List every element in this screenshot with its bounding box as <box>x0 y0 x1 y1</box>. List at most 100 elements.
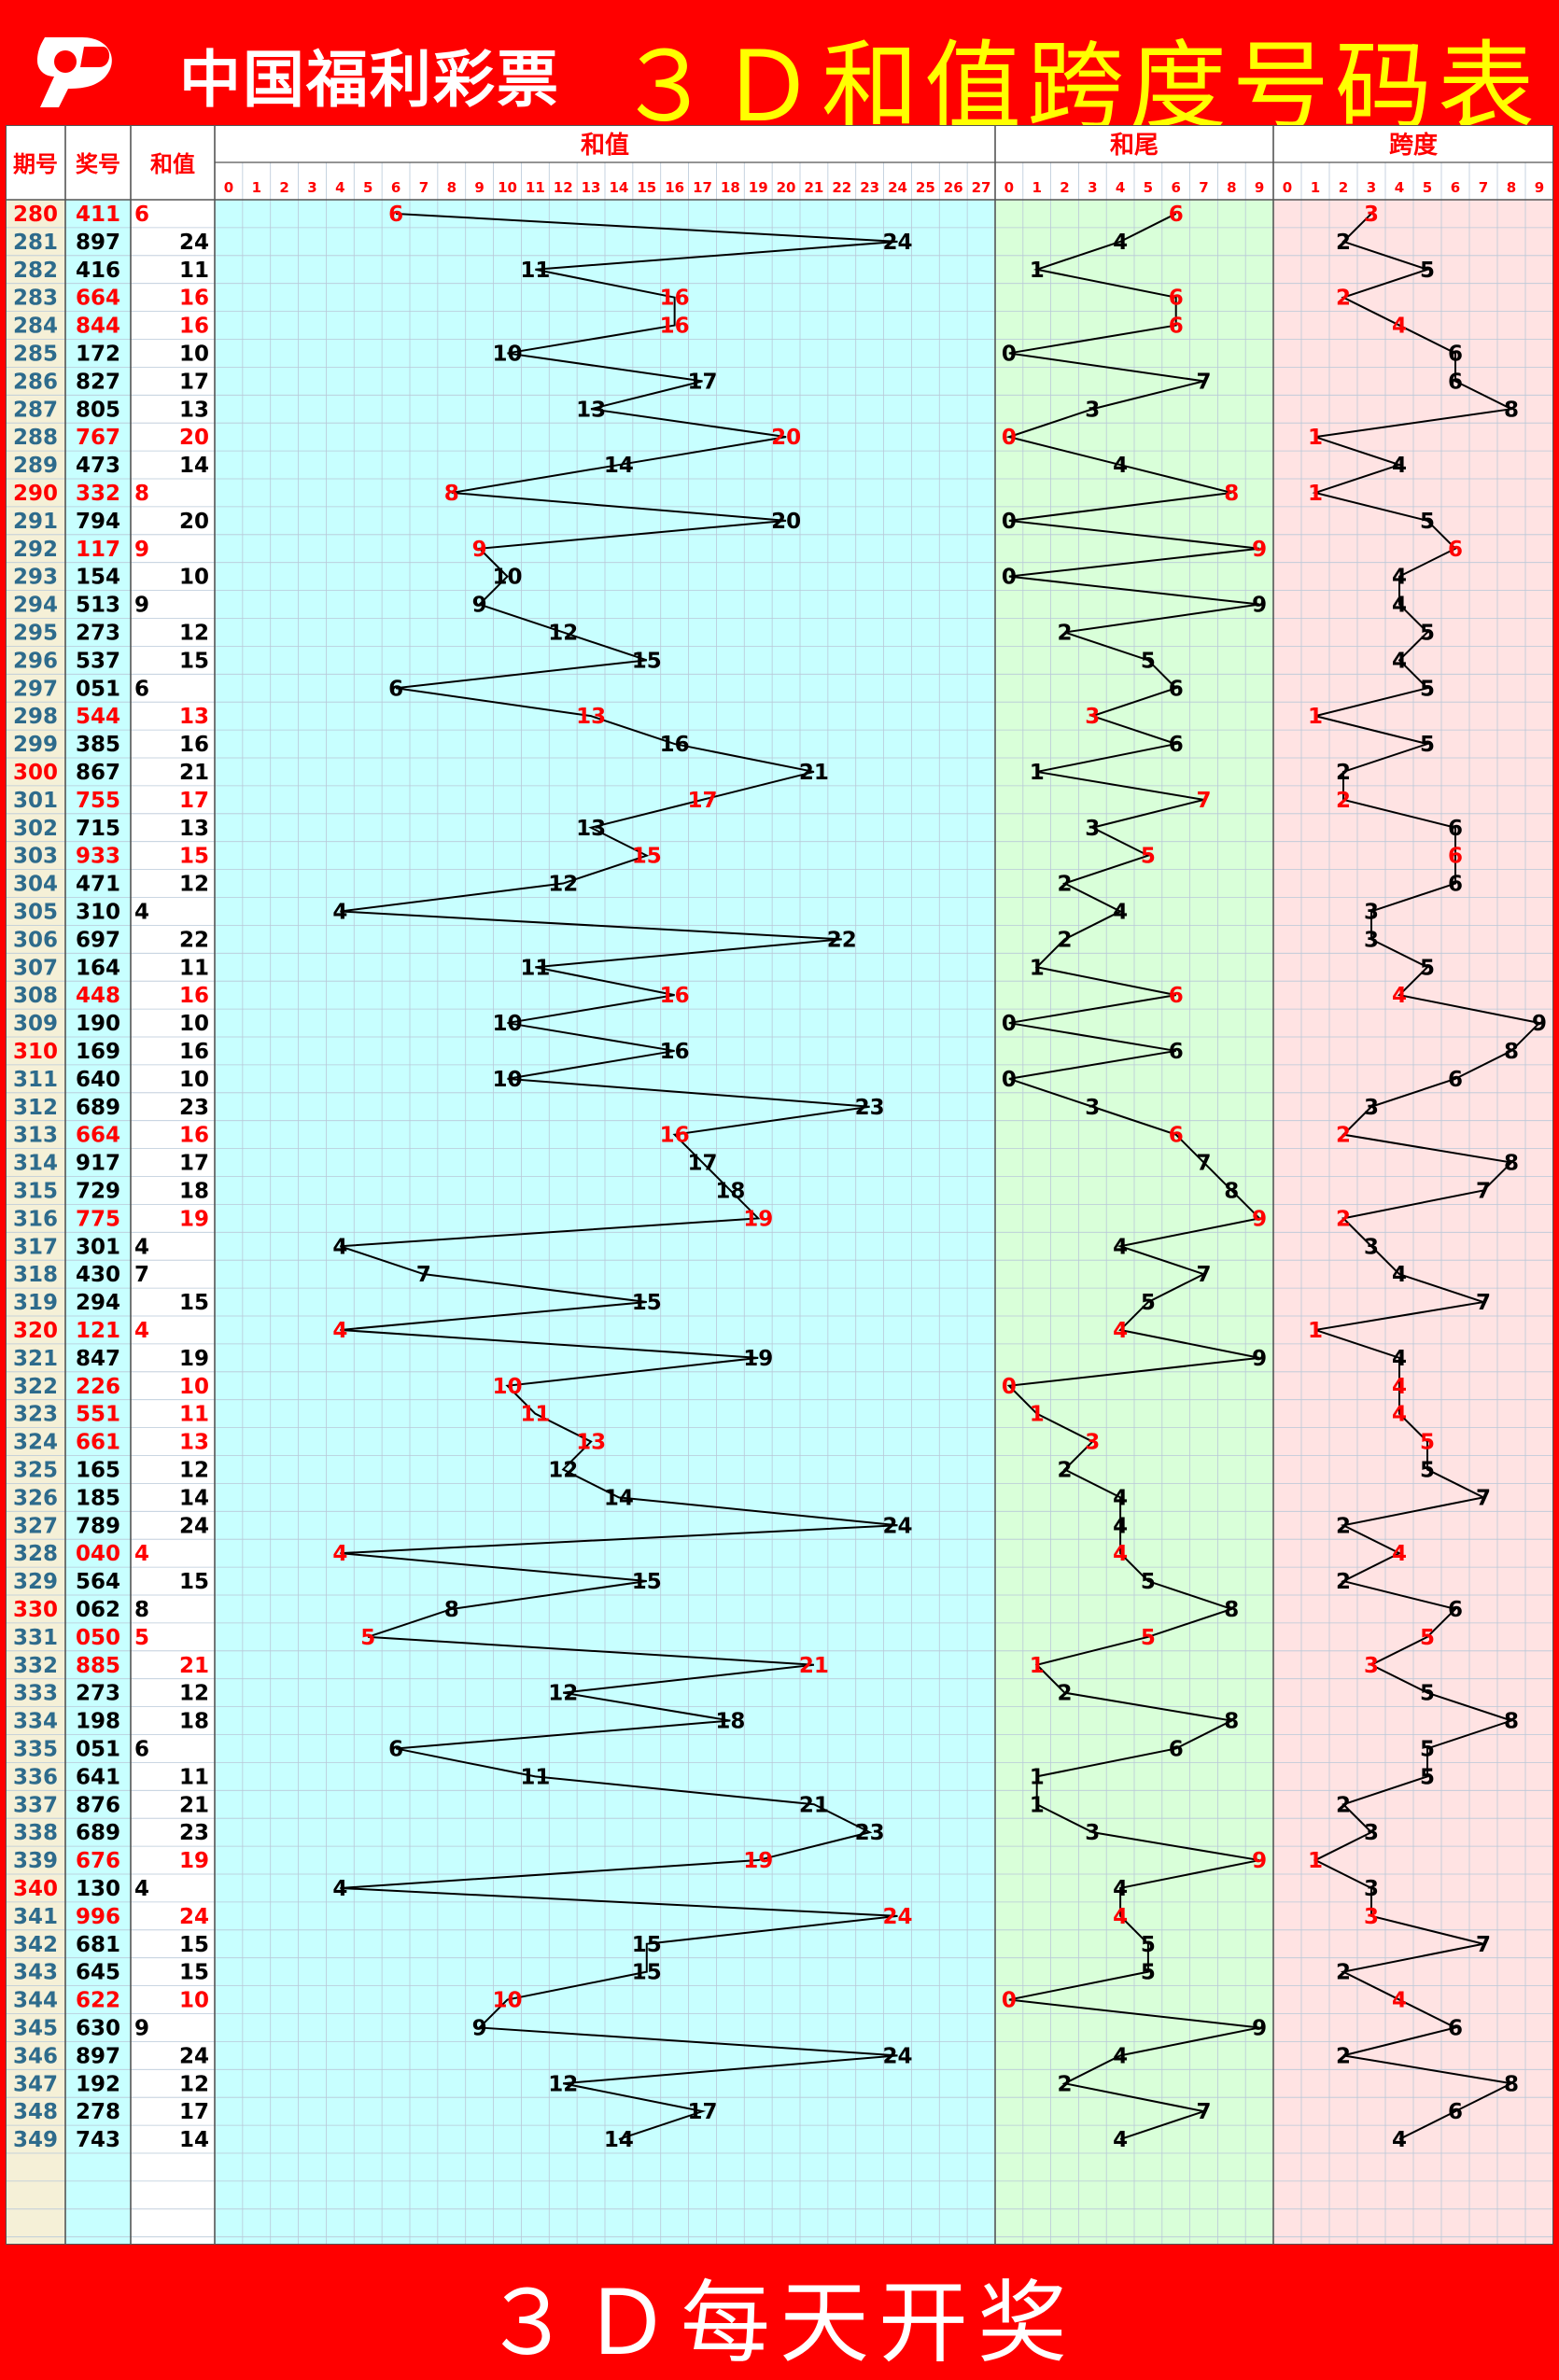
number-cell: 154 <box>76 566 120 590</box>
sum-cell: 12 <box>179 2072 209 2096</box>
sum-cell: 12 <box>179 621 209 645</box>
footer-text: ３Ｄ每天开奖 <box>483 2271 1076 2375</box>
header: 中国福利彩票 ３Ｄ和值跨度号码表 <box>0 0 1559 144</box>
tail-point: 0 <box>1002 1068 1017 1092</box>
tail-point: 6 <box>1169 1124 1184 1148</box>
number-cell: 805 <box>76 398 120 422</box>
sum-tick-label: 24 <box>888 179 907 196</box>
span-trend-line <box>1312 213 1542 2140</box>
tail-point: 0 <box>1002 510 1017 534</box>
sum-cell: 24 <box>179 231 209 255</box>
issue-cell: 349 <box>13 2128 58 2152</box>
issue-cell: 335 <box>13 1737 58 1761</box>
tail-point: 6 <box>1169 733 1184 757</box>
span-point: 2 <box>1336 1514 1351 1538</box>
number-header: 奖号 <box>76 151 120 177</box>
issue-cell: 341 <box>13 1905 58 1929</box>
issue-cell: 329 <box>13 1570 58 1594</box>
sum-cell: 10 <box>179 566 209 590</box>
issue-cell: 283 <box>13 287 58 311</box>
sum-cell: 12 <box>179 1682 209 1706</box>
issue-cell: 300 <box>13 761 58 785</box>
sum-point: 12 <box>548 1682 578 1706</box>
number-cell: 743 <box>76 2128 120 2152</box>
issue-cell: 307 <box>13 956 58 980</box>
tail-zone-header: 和尾 <box>1110 132 1159 160</box>
sum-point: 24 <box>882 2044 912 2068</box>
sum-cell: 11 <box>179 259 209 283</box>
number-cell: 130 <box>76 1877 120 1901</box>
span-point: 6 <box>1448 2016 1463 2040</box>
sum-cell: 9 <box>134 2016 149 2040</box>
tail-tick-label: 5 <box>1144 179 1153 196</box>
sum-tick-label: 8 <box>447 179 456 196</box>
span-point: 6 <box>1448 817 1463 841</box>
sum-point: 16 <box>660 1040 690 1064</box>
number-cell: 385 <box>76 733 120 757</box>
issue-cell: 294 <box>13 594 58 618</box>
span-point: 2 <box>1336 1570 1351 1594</box>
span-tick-label: 3 <box>1367 179 1376 196</box>
sum-point: 12 <box>548 1458 578 1482</box>
sum-cell: 6 <box>134 203 149 227</box>
issue-cell: 290 <box>13 482 58 506</box>
tail-point: 2 <box>1057 1458 1072 1482</box>
number-cell: 661 <box>76 1431 120 1455</box>
sum-cell: 10 <box>179 1012 209 1036</box>
issue-cell: 331 <box>13 1626 58 1650</box>
sum-point: 13 <box>576 817 606 841</box>
sum-cell: 6 <box>134 1737 149 1761</box>
sum-point: 11 <box>520 956 550 980</box>
sum-point: 15 <box>632 649 662 673</box>
issue-cell: 305 <box>13 900 58 924</box>
issue-cell: 320 <box>13 1319 58 1343</box>
number-cell: 226 <box>76 1375 120 1399</box>
tail-point: 6 <box>1169 287 1184 311</box>
sum-point: 5 <box>360 1626 375 1650</box>
issue-cell: 284 <box>13 315 58 339</box>
sum-point: 24 <box>882 1514 912 1538</box>
tail-tick-label: 3 <box>1088 179 1097 196</box>
span-point: 4 <box>1392 1403 1407 1427</box>
tail-tick-label: 9 <box>1255 179 1264 196</box>
sum-point: 10 <box>492 1012 522 1036</box>
sum-cell: 24 <box>179 1514 209 1538</box>
sum-point: 15 <box>632 1570 662 1594</box>
sum-point: 13 <box>576 398 606 422</box>
issue-cell: 324 <box>13 1431 58 1455</box>
sum-point: 12 <box>548 621 578 645</box>
sum-point: 19 <box>743 1347 773 1371</box>
span-point: 7 <box>1476 1933 1491 1957</box>
sum-cell: 21 <box>179 1654 209 1678</box>
sum-cell: 16 <box>179 1040 209 1064</box>
tail-point: 4 <box>1113 1542 1128 1566</box>
span-point: 6 <box>1448 1598 1463 1622</box>
number-cell: 471 <box>76 873 120 897</box>
span-point: 5 <box>1420 677 1435 701</box>
span-point: 4 <box>1392 566 1407 590</box>
issue-column-bg <box>6 200 65 2245</box>
sum-tick-label: 4 <box>335 179 344 196</box>
tail-point: 7 <box>1196 1152 1211 1176</box>
tail-point: 1 <box>1030 259 1045 283</box>
number-cell: 332 <box>76 482 120 506</box>
span-point: 4 <box>1392 1347 1407 1371</box>
sum-point: 17 <box>687 789 717 813</box>
sum-tick-label: 27 <box>972 179 991 196</box>
sum-point: 23 <box>855 1821 885 1845</box>
tail-tick-label: 8 <box>1227 179 1236 196</box>
tail-point: 9 <box>1252 1347 1267 1371</box>
number-cell: 664 <box>76 1124 120 1148</box>
sum-point: 20 <box>771 510 801 534</box>
tail-point: 3 <box>1085 817 1100 841</box>
span-point: 4 <box>1392 594 1407 618</box>
sum-point: 9 <box>472 2016 487 2040</box>
span-point: 4 <box>1392 454 1407 478</box>
tail-point: 5 <box>1141 1933 1156 1957</box>
span-point: 3 <box>1364 1905 1379 1929</box>
tail-point: 1 <box>1030 761 1045 785</box>
number-cell: 933 <box>76 845 120 869</box>
span-point: 5 <box>1420 1431 1435 1455</box>
sum-cell: 24 <box>179 2044 209 2068</box>
issue-cell: 289 <box>13 454 58 478</box>
